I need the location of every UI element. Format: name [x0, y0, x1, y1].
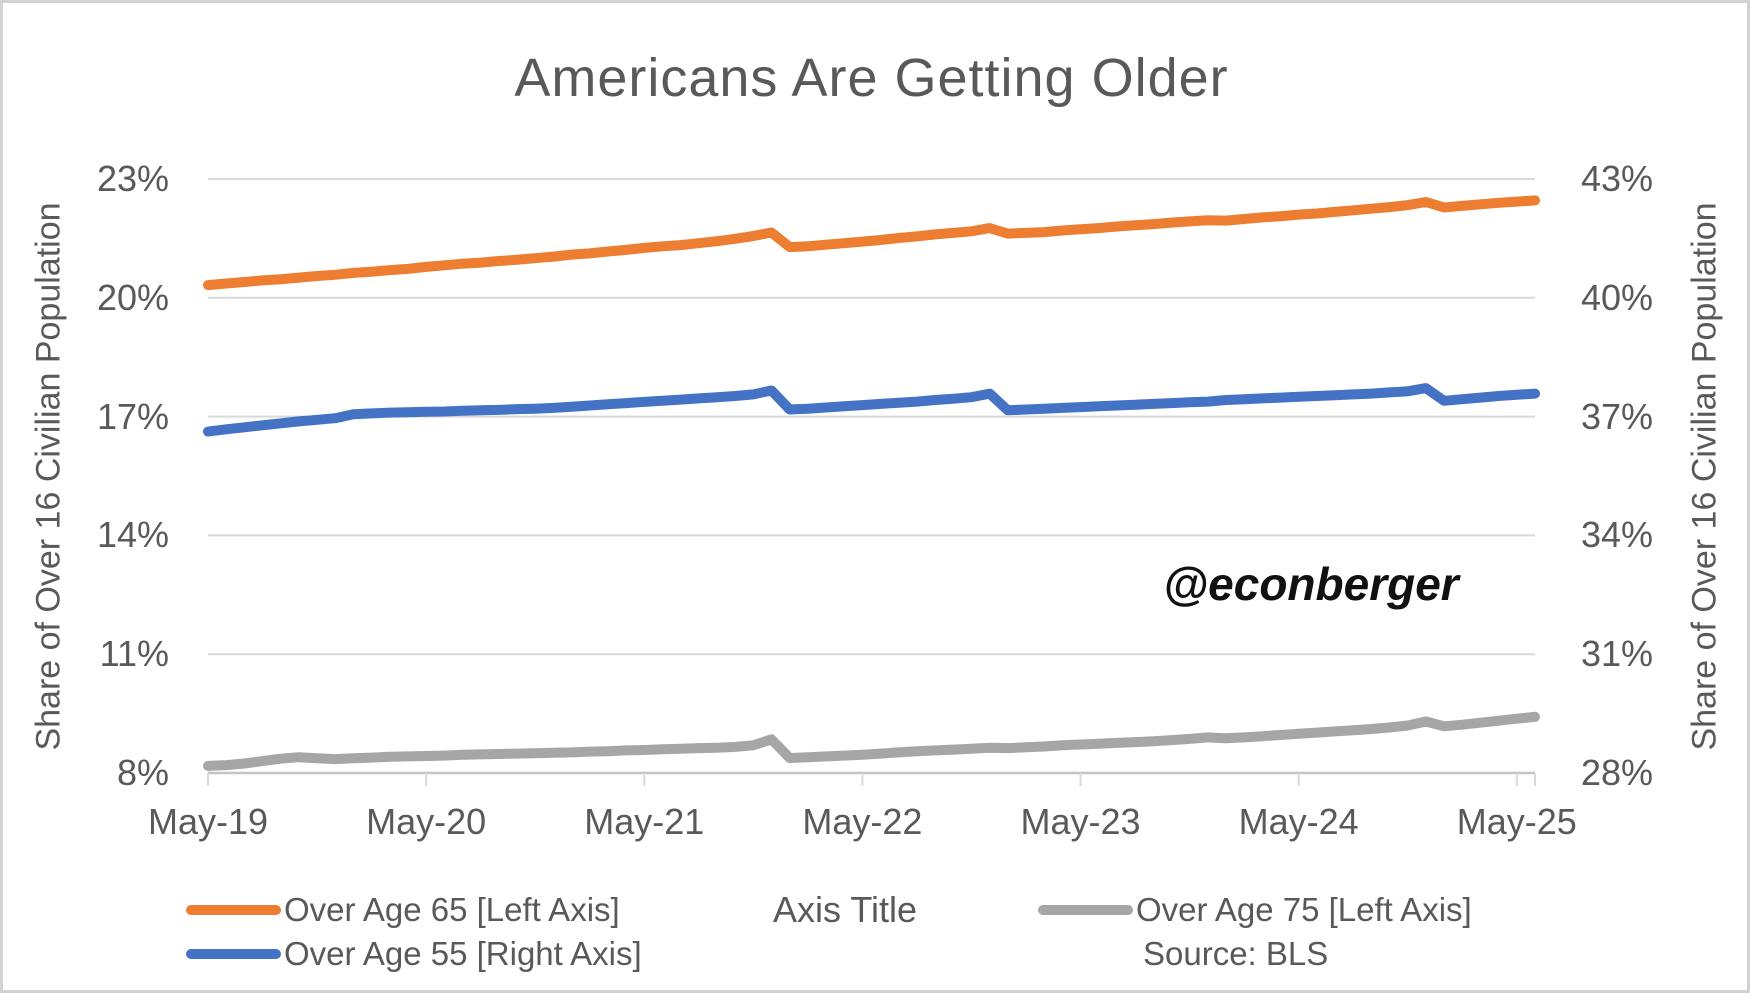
legend-swatch-over-75	[1038, 905, 1133, 915]
legend-item-over-55: Over Age 55 [Right Axis]	[186, 932, 642, 976]
legend-item-over-75: Over Age 75 [Left Axis]	[1038, 888, 1472, 932]
left-axis-tick-label: 23%	[96, 158, 169, 199]
chart-title: Americans Are Getting Older	[514, 48, 1229, 108]
legend-label-over-75: Over Age 75 [Left Axis]	[1136, 891, 1472, 928]
legend-swatch-over-55	[186, 949, 281, 959]
left-axis-tick-label: 8%	[116, 752, 169, 793]
legend-label-over-55: Over Age 55 [Right Axis]	[284, 935, 642, 972]
left-axis-tick-label: 11%	[99, 633, 169, 675]
x-axis-tick-label: May-19	[147, 801, 269, 842]
x-axis-title-placeholder: Axis Title	[773, 889, 918, 930]
x-axis-tick-label: May-24	[1238, 801, 1359, 842]
left-axis-tick-label: 14%	[96, 514, 169, 556]
right-axis-tick-label: 34%	[1581, 514, 1654, 556]
series-line-over-age-55-right-axis	[203, 383, 1540, 437]
watermark: @econberger	[1163, 558, 1459, 610]
legend-swatch-over-65	[186, 905, 281, 915]
right-axis-tick-label: 43%	[1581, 158, 1654, 199]
left-axis-tick-label: 17%	[96, 395, 169, 437]
x-axis-tick-label: May-25	[1456, 801, 1577, 842]
legend-label-over-65: Over Age 65 [Left Axis]	[284, 891, 620, 928]
right-axis-tick-label: 37%	[1581, 395, 1654, 437]
series-line-over-age-75-left-axis	[203, 711, 1540, 771]
right-axis-tick-label: 28%	[1581, 752, 1654, 793]
right-axis-tick-label: 31%	[1581, 633, 1654, 675]
x-axis-tick-label: May-23	[1020, 801, 1141, 842]
x-axis-tick-label: May-22	[802, 801, 923, 842]
x-axis-tick-label: May-21	[584, 801, 705, 842]
legend-item-over-65: Over Age 65 [Left Axis]	[186, 888, 620, 932]
series-line-over-age-65-left-axis	[203, 195, 1540, 291]
source-note: Source: BLS	[1143, 935, 1329, 972]
left-axis-tick-label: 20%	[96, 276, 169, 318]
x-axis-tick-label: May-20	[366, 801, 487, 842]
plot-area-svg	[203, 178, 1540, 786]
right-axis-tick-label: 40%	[1581, 276, 1654, 318]
